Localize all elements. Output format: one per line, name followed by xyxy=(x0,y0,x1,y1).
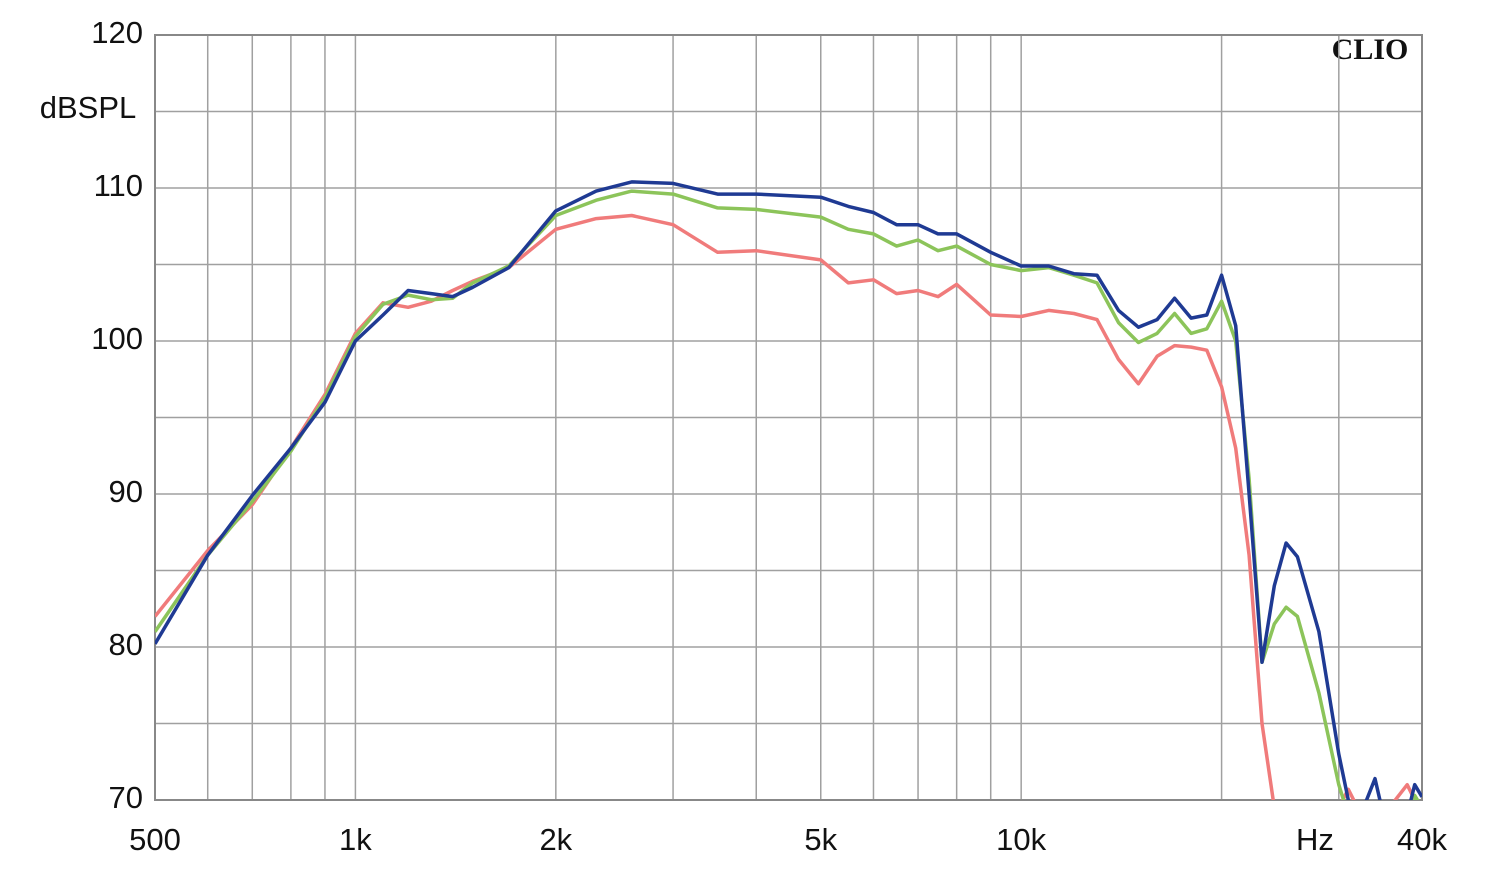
series-line xyxy=(155,189,1420,800)
y-tick-label: 120 xyxy=(91,15,143,50)
y-tick-label: 110 xyxy=(94,168,143,203)
y-tick-label: 100 xyxy=(91,321,143,356)
x-tick-label: 10k xyxy=(996,822,1046,857)
y-tick-label: 80 xyxy=(109,627,143,662)
plot-border xyxy=(154,34,1423,801)
x-tick-label: 5k xyxy=(804,822,837,857)
x-tick-label: 2k xyxy=(539,822,572,857)
x-tick-label: 1k xyxy=(339,822,372,857)
y-tick-label: 90 xyxy=(109,474,143,509)
watermark: CLIO xyxy=(1332,33,1409,66)
x-tick-label: 40k xyxy=(1397,822,1447,857)
y-tick-label: 70 xyxy=(109,780,143,815)
series-line xyxy=(155,180,1422,800)
x-tick-label: 500 xyxy=(129,822,181,857)
y-axis-label: dBSPL xyxy=(40,90,137,125)
x-axis-label: Hz xyxy=(1296,822,1334,857)
plot-lines xyxy=(155,180,1422,800)
